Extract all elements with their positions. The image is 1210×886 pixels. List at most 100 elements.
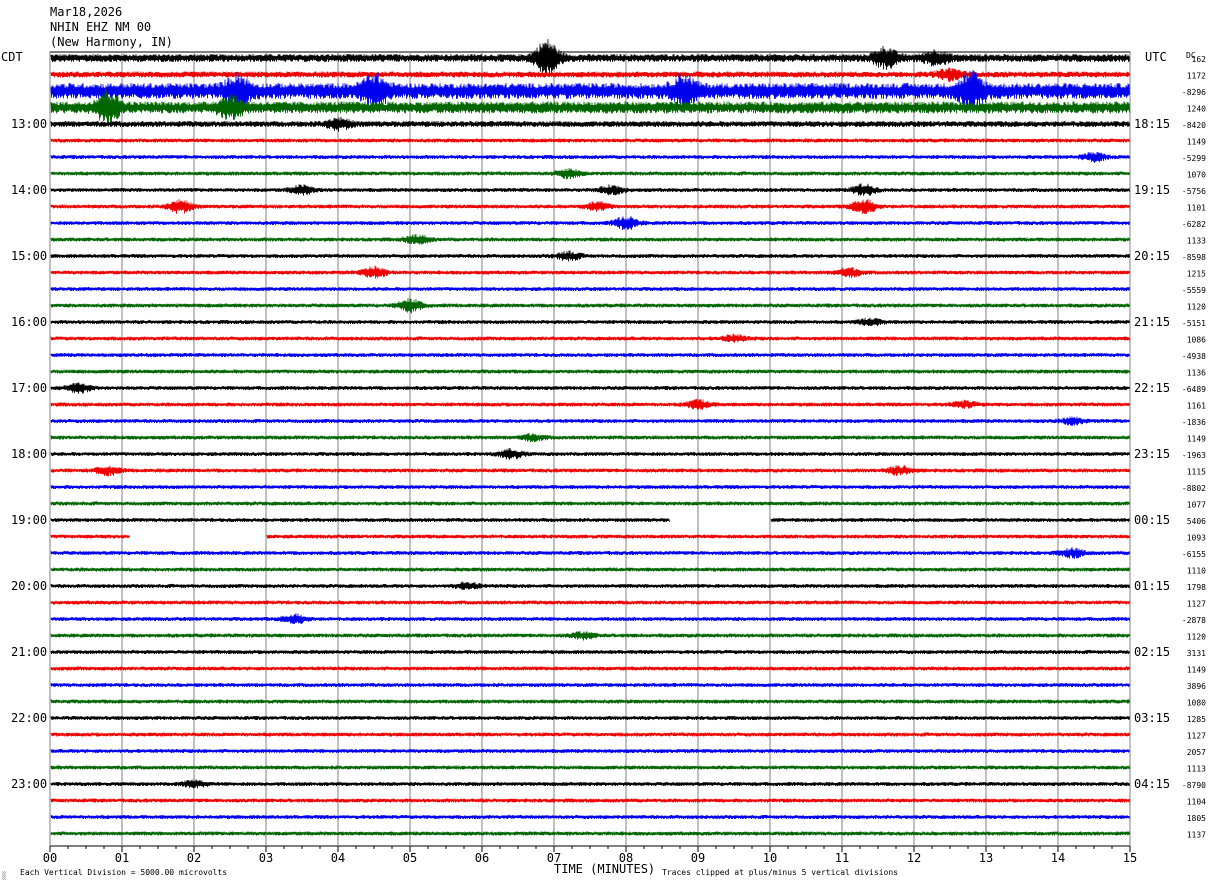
seismic-trace — [50, 70, 1130, 113]
left-hour-label: 20:00 — [11, 579, 47, 593]
dc-offset-label: 1161 — [1187, 402, 1206, 411]
x-tick-label: 10 — [763, 851, 777, 865]
seismic-trace — [50, 567, 1130, 573]
dc-offset-label: 1136 — [1187, 369, 1206, 378]
seismic-trace — [50, 613, 1130, 625]
x-tick-label: 12 — [907, 851, 921, 865]
seismic-trace — [50, 764, 1130, 771]
seismic-trace — [50, 199, 1130, 215]
right-hour-label: 20:15 — [1134, 249, 1170, 263]
dc-offset-label: -6282 — [1182, 220, 1206, 229]
seismic-trace — [50, 286, 1130, 292]
dc-offset-label: 1127 — [1187, 732, 1206, 741]
seismic-trace — [50, 665, 1130, 671]
dc-offset-label: 1070 — [1187, 171, 1206, 180]
dc-offset-label: 1120 — [1187, 303, 1206, 312]
seismic-trace — [50, 39, 1130, 77]
trace-group — [50, 39, 1130, 837]
seismic-trace — [50, 484, 1130, 490]
x-tick-label: 07 — [547, 851, 561, 865]
dc-offset-label: 1285 — [1187, 715, 1206, 724]
left-hour-label: 15:00 — [11, 249, 47, 263]
plot-frame — [49, 51, 1131, 847]
x-tick-label: 02 — [187, 851, 201, 865]
x-tick-label: 01 — [115, 851, 129, 865]
x-tick-label: 08 — [619, 851, 633, 865]
dc-offset-label: -5299 — [1182, 154, 1206, 163]
right-timezone-label: UTC — [1145, 50, 1167, 64]
seismic-trace — [50, 649, 1130, 655]
left-hour-labels: 13:00 14:00 15:00 16:00 17:00 18:00 19:00 20:00… — [11, 117, 47, 791]
right-hour-label: 01:15 — [1134, 579, 1170, 593]
dc-offset-label: -8296 — [1182, 88, 1206, 97]
seismic-trace — [50, 398, 1130, 410]
dc-offset-label: -8790 — [1182, 781, 1206, 790]
seismic-trace — [50, 168, 1130, 180]
seismic-trace — [50, 581, 1130, 590]
seismic-trace — [50, 779, 1130, 789]
seismic-trace — [50, 151, 1130, 164]
seismic-trace — [50, 448, 1130, 460]
seismic-trace — [50, 715, 1130, 721]
x-tick-label: 03 — [259, 851, 273, 865]
seismic-trace — [50, 88, 1130, 127]
dc-offset-label: -1963 — [1182, 451, 1206, 460]
scale-note: Each Vertical Division = 5000.00 microvo… — [20, 868, 227, 877]
seismic-trace — [50, 183, 1130, 196]
x-tick-label: 15 — [1123, 851, 1137, 865]
right-hour-label: 22:15 — [1134, 381, 1170, 395]
seismic-trace — [50, 682, 1130, 688]
left-hour-label: 22:00 — [11, 711, 47, 725]
dc-offset-label: -6489 — [1182, 385, 1206, 394]
seismic-trace — [50, 382, 1130, 394]
dc-offset-label: -5756 — [1182, 187, 1206, 196]
dc-offset-labels: 162 1172 -8296 1240 -8420 1149 -5299 1070 -5756 1… — [1182, 55, 1206, 840]
dc-offset-label: 1172 — [1187, 72, 1206, 81]
clip-note: Traces clipped at plus/minus 5 vertical … — [662, 868, 898, 877]
station-label: NHIN EHZ NM 00 — [50, 20, 151, 34]
dc-offset-label: -1836 — [1182, 418, 1206, 427]
seismic-trace — [50, 216, 1130, 231]
seismic-trace — [50, 297, 1130, 314]
dc-offset-label: 3896 — [1187, 682, 1206, 691]
dc-offset-label: 1077 — [1187, 501, 1206, 510]
x-tick-label: 06 — [475, 851, 489, 865]
seismic-trace — [50, 500, 1130, 506]
dc-header-label: DC — [1186, 51, 1196, 60]
x-tick-label: 14 — [1051, 851, 1065, 865]
seismic-trace — [50, 352, 1130, 358]
dc-offset-label: 1104 — [1187, 798, 1206, 807]
left-timezone-label: CDT — [1, 50, 23, 64]
left-hour-label: 14:00 — [11, 183, 47, 197]
dc-offset-label: 1149 — [1187, 138, 1206, 147]
right-hour-label: 04:15 — [1134, 777, 1170, 791]
seismic-trace — [50, 814, 1130, 820]
dc-offset-label: 1101 — [1187, 204, 1206, 213]
x-axis-label: TIME (MINUTES) — [554, 862, 655, 876]
right-hour-label: 18:15 — [1134, 117, 1170, 131]
seismic-trace — [50, 432, 1130, 443]
x-tick-label: 04 — [331, 851, 345, 865]
right-hour-label: 03:15 — [1134, 711, 1170, 725]
dc-offset-label: 2057 — [1187, 748, 1206, 757]
right-hour-label: 19:15 — [1134, 183, 1170, 197]
dc-offset-label: 1093 — [1187, 534, 1206, 543]
left-hour-label: 16:00 — [11, 315, 47, 329]
dc-offset-label: 1149 — [1187, 435, 1206, 444]
location-label: (New Harmony, IN) — [50, 35, 173, 49]
right-hour-label: 00:15 — [1134, 513, 1170, 527]
left-hour-label: 21:00 — [11, 645, 47, 659]
seismic-trace — [50, 67, 1130, 83]
dc-offset-label: -5559 — [1182, 286, 1206, 295]
seismic-trace — [50, 234, 1130, 245]
dc-offset-label: 1137 — [1187, 831, 1206, 840]
seismic-trace — [50, 797, 1130, 804]
corner-mark: ░ — [2, 871, 6, 880]
dc-offset-label: 1798 — [1187, 583, 1206, 592]
dc-offset-label: -2878 — [1182, 616, 1206, 625]
right-hour-label: 02:15 — [1134, 645, 1170, 659]
seismic-trace — [50, 317, 1130, 327]
seismic-trace — [50, 333, 1130, 343]
seismic-trace — [50, 748, 1130, 754]
